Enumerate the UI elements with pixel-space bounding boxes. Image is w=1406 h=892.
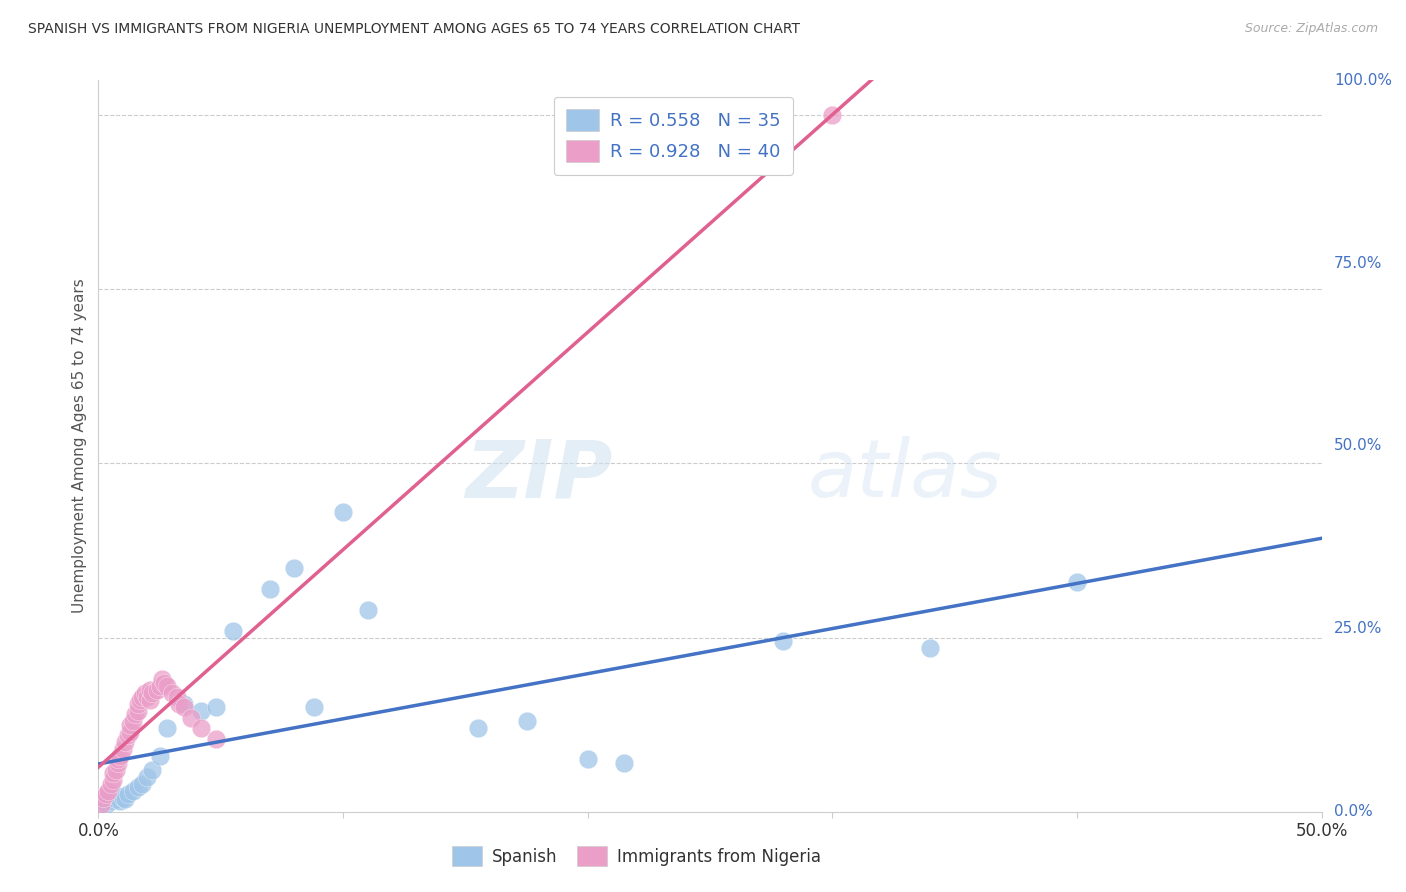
Point (173, 700, 195, 714)
Point (101, 766, 124, 780)
Point (94, 787, 117, 801)
Point (180, 711, 202, 725)
Point (100, 777, 122, 791)
Point (205, 700, 228, 714)
Point (90, 797, 112, 812)
Text: 75.0%: 75.0% (1334, 256, 1382, 270)
Point (173, 697, 195, 711)
Point (91, 794, 114, 808)
Text: Source: ZipAtlas.com: Source: ZipAtlas.com (1244, 22, 1378, 36)
Point (111, 742, 134, 756)
Point (127, 697, 149, 711)
Point (141, 686, 163, 700)
Point (222, 624, 245, 638)
Point (94, 797, 117, 812)
Text: SPANISH VS IMMIGRANTS FROM NIGERIA UNEMPLOYMENT AMONG AGES 65 TO 74 YEARS CORREL: SPANISH VS IMMIGRANTS FROM NIGERIA UNEMP… (28, 22, 800, 37)
Point (101, 773, 124, 788)
Text: 50.0%: 50.0% (1334, 439, 1382, 453)
Point (149, 749, 172, 764)
Point (107, 752, 129, 766)
Point (259, 582, 281, 596)
Point (190, 721, 212, 735)
Point (134, 686, 156, 700)
Text: 25.0%: 25.0% (1334, 622, 1382, 636)
Point (120, 724, 142, 739)
Point (127, 704, 149, 718)
Point (190, 704, 212, 718)
Point (205, 731, 228, 746)
Point (131, 777, 153, 791)
Point (91, 790, 114, 805)
Point (515, 714, 537, 728)
Point (104, 763, 127, 777)
Point (356, 603, 378, 617)
Point (117, 787, 139, 801)
Point (156, 721, 179, 735)
Point (146, 682, 169, 697)
Point (121, 714, 143, 728)
Point (467, 721, 489, 735)
Point (97, 790, 120, 805)
Point (129, 693, 152, 707)
Point (166, 690, 188, 704)
Point (136, 770, 159, 784)
Point (332, 505, 354, 519)
Point (821, 108, 844, 122)
Y-axis label: Unemployment Among Ages 65 to 74 years: Unemployment Among Ages 65 to 74 years (72, 278, 87, 614)
Point (167, 697, 190, 711)
Point (1066, 574, 1088, 589)
Legend: Spanish, Immigrants from Nigeria: Spanish, Immigrants from Nigeria (446, 839, 828, 873)
Point (114, 735, 136, 749)
Point (121, 784, 143, 798)
Point (127, 780, 149, 795)
Point (110, 749, 132, 764)
Point (110, 794, 132, 808)
Point (101, 787, 124, 801)
Point (97, 784, 120, 798)
Point (100, 794, 122, 808)
Point (772, 634, 794, 648)
Point (117, 728, 139, 742)
Point (124, 707, 146, 722)
Point (139, 693, 162, 707)
Point (104, 792, 127, 806)
Point (120, 717, 142, 731)
Point (111, 790, 134, 805)
Point (283, 561, 305, 575)
Point (153, 676, 176, 690)
Point (107, 789, 129, 804)
Point (613, 756, 636, 770)
Point (141, 763, 163, 777)
Point (160, 686, 183, 700)
Text: 100.0%: 100.0% (1334, 73, 1392, 87)
Point (114, 792, 136, 806)
Point (302, 700, 325, 714)
Point (139, 682, 162, 697)
Point (156, 679, 179, 693)
Point (107, 756, 129, 770)
Point (150, 673, 173, 687)
Point (920, 640, 942, 655)
Point (90, 790, 112, 805)
Point (131, 690, 153, 704)
Text: atlas: atlas (808, 436, 1002, 515)
Point (149, 679, 172, 693)
Text: ZIP: ZIP (465, 436, 612, 515)
Point (576, 752, 599, 766)
Point (136, 690, 159, 704)
Text: 0.0%: 0.0% (1334, 805, 1372, 819)
